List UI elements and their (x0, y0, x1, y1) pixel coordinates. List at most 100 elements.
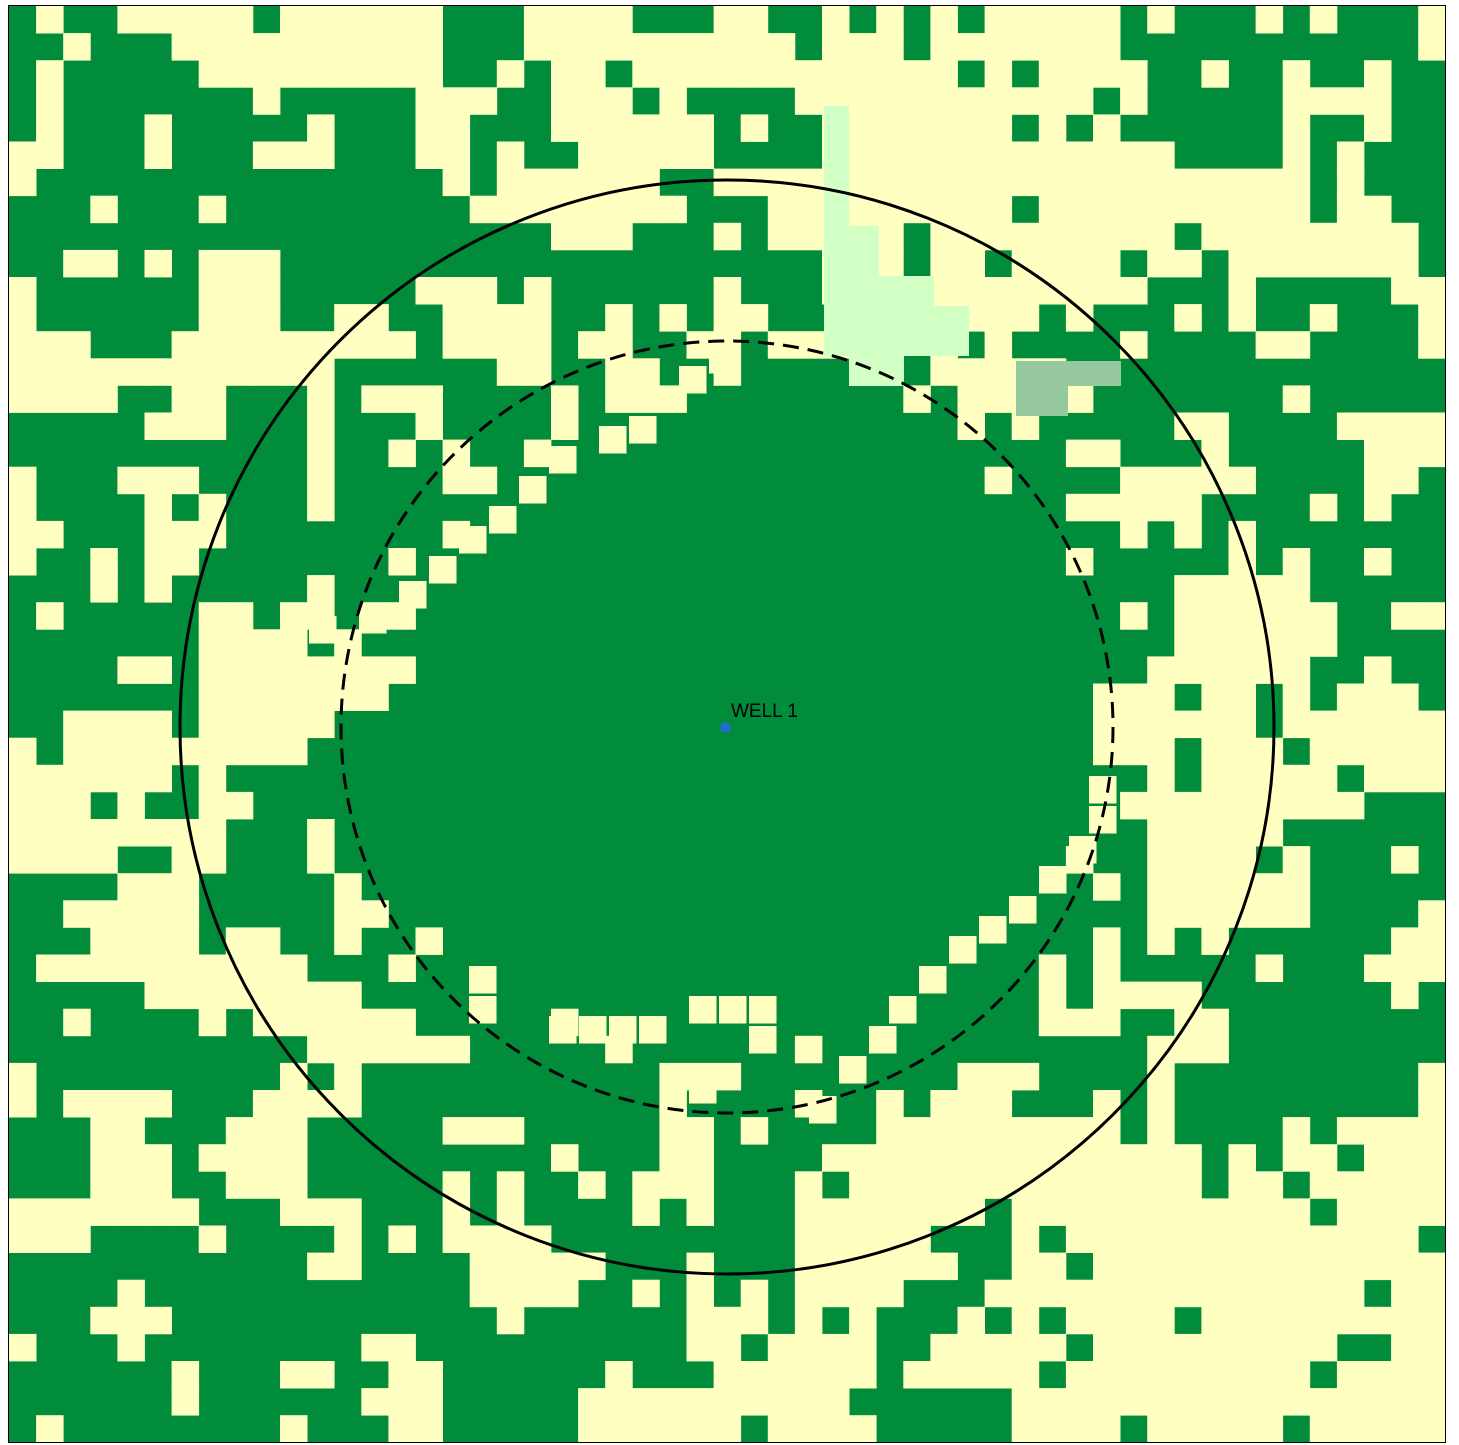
open-land-cell (415, 60, 443, 88)
open-land-cell (1228, 1388, 1256, 1416)
open-land-cell (1147, 1171, 1175, 1199)
open-land-cell (171, 981, 200, 1010)
open-land-cell (1174, 656, 1202, 684)
open-land-cell (876, 1252, 904, 1281)
open-land-cell (1093, 1415, 1121, 1442)
open-land-cell (1065, 1144, 1094, 1172)
open-land-cell (1255, 1306, 1284, 1335)
open-land-cell (822, 1388, 850, 1416)
open-land-cell (144, 954, 172, 982)
open-land-cell (388, 656, 416, 684)
open-land-cell (984, 304, 1013, 332)
open-land-cell (1418, 1117, 1445, 1145)
open-land-cell (1120, 710, 1148, 739)
open-land-cell (144, 6, 172, 34)
open-land-cell (1309, 6, 1338, 34)
open-land-cell (709, 346, 737, 374)
open-land-cell (1011, 304, 1040, 332)
open-land-cell (198, 737, 227, 766)
open-land-cell (117, 1090, 145, 1118)
open-land-cell (252, 249, 281, 278)
open-land-cell (117, 6, 145, 34)
open-land-cell (1418, 1333, 1445, 1362)
open-land-cell (307, 114, 335, 142)
open-land-cell (442, 168, 471, 197)
open-land-cell (1255, 168, 1284, 197)
open-land-cell (686, 33, 714, 61)
open-land-cell (551, 87, 579, 115)
open-land-cell (523, 439, 552, 468)
open-land-cell (307, 33, 335, 61)
open-land-cell (90, 1090, 118, 1118)
open-land-cell (171, 358, 200, 386)
open-land-cell (551, 60, 579, 88)
open-land-cell (36, 141, 64, 169)
open-land-cell (1282, 1198, 1311, 1226)
open-land-cell (1418, 602, 1445, 630)
open-land-cell (1228, 249, 1256, 278)
open-land-cell (1147, 195, 1175, 224)
open-land-cell (1418, 1062, 1445, 1091)
open-land-cell (794, 87, 823, 115)
open-land-cell (198, 277, 227, 305)
open-land-cell (1391, 1252, 1419, 1281)
open-land-cell (1147, 1333, 1175, 1362)
open-land-cell (1065, 1117, 1094, 1145)
open-land-cell (849, 1198, 877, 1226)
open-land-cell (1201, 1198, 1229, 1226)
open-land-cell (551, 6, 579, 34)
open-land-cell (876, 1090, 904, 1118)
open-land-cell (1093, 33, 1121, 61)
open-land-cell (1174, 1279, 1202, 1308)
open-land-cell (1391, 954, 1419, 982)
open-land-cell (578, 1171, 606, 1199)
land-cover-map[interactable]: WELL 1 (9, 6, 1445, 1442)
open-land-cell (1228, 1144, 1256, 1172)
open-land-cell (307, 385, 335, 413)
open-land-cell (171, 466, 200, 495)
open-land-cell (1093, 439, 1121, 468)
open-land-cell (1391, 764, 1419, 793)
open-land-cell (9, 1062, 37, 1091)
open-land-cell (957, 1117, 985, 1145)
well-marker-icon[interactable] (721, 723, 730, 732)
open-land-cell (117, 791, 145, 820)
open-land-cell (523, 358, 552, 386)
open-land-cell (1174, 710, 1202, 739)
open-land-cell (1282, 1279, 1311, 1308)
open-land-cell (307, 439, 335, 468)
open-land-cell (36, 846, 64, 874)
open-land-cell (1011, 1415, 1040, 1442)
open-land-cell (496, 141, 525, 169)
open-land-cell (63, 900, 91, 928)
open-land-cell (90, 954, 118, 982)
open-land-cell (794, 1225, 823, 1253)
open-land-cell (1011, 222, 1040, 251)
open-land-cell (334, 331, 362, 359)
open-land-cell (876, 33, 904, 61)
open-land-cell (551, 195, 579, 224)
open-land-cell (1336, 1117, 1365, 1145)
open-land-cell (686, 60, 714, 88)
open-land-cell (957, 1062, 985, 1091)
open-land-cell (1147, 466, 1175, 495)
open-land-cell (198, 846, 227, 874)
open-land-cell (1228, 656, 1256, 684)
open-land-cell (36, 764, 64, 793)
open-land-cell (957, 1306, 985, 1335)
open-land-cell (1147, 6, 1175, 34)
open-land-cell (117, 927, 145, 955)
open-land-cell (1147, 1117, 1175, 1145)
open-land-cell (930, 60, 958, 88)
open-land-cell (523, 168, 552, 197)
open-land-cell (225, 6, 254, 34)
open-land-cell (225, 710, 254, 739)
open-land-cell (1418, 304, 1445, 332)
open-land-cell (63, 331, 91, 359)
open-land-cell (1282, 222, 1311, 251)
open-land-cell (198, 602, 227, 630)
open-land-cell (1147, 222, 1175, 251)
open-land-cell (1364, 1252, 1392, 1281)
open-land-cell (171, 385, 200, 413)
open-land-cell (523, 304, 552, 332)
